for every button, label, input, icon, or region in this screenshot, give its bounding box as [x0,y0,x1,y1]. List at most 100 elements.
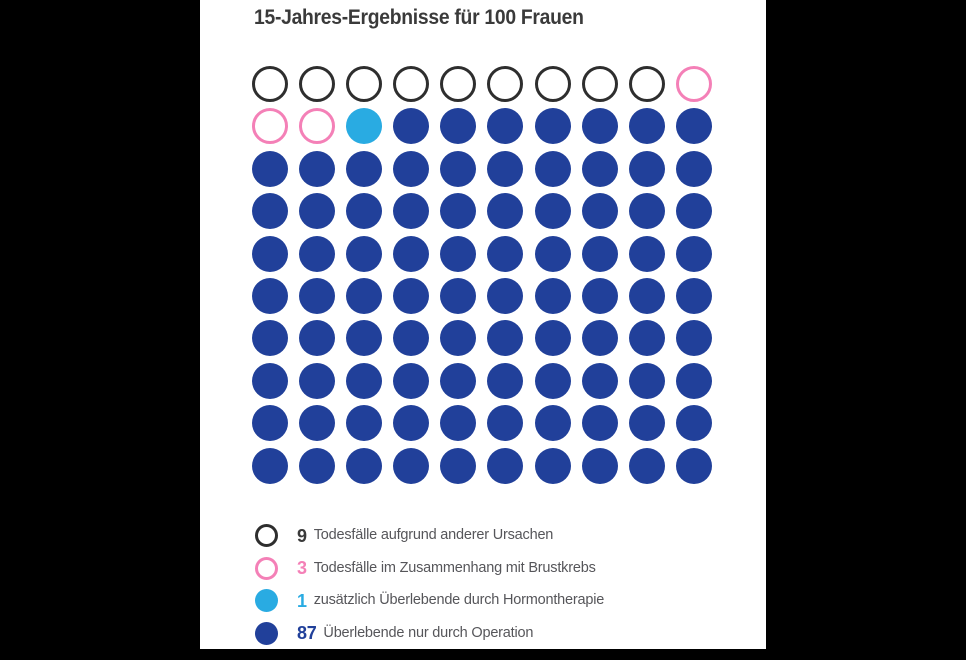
grid-dot-surgery_survivor [487,235,524,272]
grid-dot-surgery_survivor [581,277,618,314]
grid-dot-surgery_survivor [440,235,477,272]
grid-dot-surgery_survivor [628,447,665,484]
grid-dot-surgery_survivor [299,447,336,484]
grid-dot-surgery_survivor [393,108,430,145]
grid-dot-surgery_survivor [487,108,524,145]
grid-dot-surgery_survivor [393,447,430,484]
grid-dot-surgery_survivor [581,405,618,442]
legend-swatch-other_death [255,524,278,547]
legend-count: 9 [297,525,307,546]
grid-dot-hormone_survivor [346,108,383,145]
grid-dot-surgery_survivor [675,362,712,399]
grid-dot-surgery_survivor [393,193,430,230]
grid-dot-surgery_survivor [487,405,524,442]
grid-dot-surgery_survivor [534,193,571,230]
legend-swatch-surgery_survivor [255,621,278,645]
grid-dot-surgery_survivor [534,108,571,145]
grid-dot-other_death [252,66,288,102]
grid-dot-surgery_survivor [440,405,477,442]
grid-dot-surgery_survivor [534,405,571,442]
grid-dot-surgery_survivor [628,362,665,399]
legend-count: 3 [297,558,307,579]
grid-dot-surgery_survivor [252,150,288,187]
grid-dot-surgery_survivor [581,447,618,484]
grid-dot-other_death [581,66,618,102]
chart-title: 15-Jahres-Ergebnisse für 100 Frauen [254,5,612,30]
grid-dot-surgery_survivor [346,320,383,357]
grid-dot-surgery_survivor [534,235,571,272]
grid-dot-surgery_survivor [534,447,571,484]
grid-dot-other_death [628,66,665,102]
grid-dot-surgery_survivor [252,405,288,442]
legend-swatch-breast_cancer_death [255,556,278,580]
grid-dot-surgery_survivor [299,235,336,272]
grid-dot-surgery_survivor [675,108,712,145]
grid-dot-surgery_survivor [346,447,383,484]
grid-dot-surgery_survivor [581,193,618,230]
legend-label: Todesfälle im Zusammenhang mit Brustkreb… [313,559,596,576]
grid-dot-surgery_survivor [487,193,524,230]
grid-dot-surgery_survivor [675,447,712,484]
grid-dot-surgery_survivor [440,447,477,484]
legend-item: 3 Todesfälle im Zusammenhang mit Brustkre… [255,556,604,580]
grid-dot-breast_cancer_death [299,108,336,145]
grid-dot-surgery_survivor [581,235,618,272]
grid-dot-surgery_survivor [393,320,430,357]
grid-dot-surgery_survivor [628,235,665,272]
grid-dot-surgery_survivor [628,193,665,230]
grid-dot-other_death [534,66,571,102]
grid-dot-breast_cancer_death [252,108,288,145]
grid-dot-other_death [299,66,336,102]
grid-dot-surgery_survivor [675,277,712,314]
grid-dot-surgery_survivor [299,193,336,230]
grid-dot-surgery_survivor [628,108,665,145]
grid-dot-surgery_survivor [252,320,288,357]
grid-dot-other_death [346,66,383,102]
grid-dot-surgery_survivor [440,193,477,230]
grid-dot-surgery_survivor [628,405,665,442]
grid-dot-other_death [487,66,524,102]
chart-title-text: 15-Jahres-Ergebnisse für 100 Frauen [254,6,584,29]
grid-dot-surgery_survivor [440,108,477,145]
legend-swatch-hormone_survivor [255,589,278,613]
legend-label: Todesfälle aufgrund anderer Ursachen [313,527,554,544]
grid-dot-surgery_survivor [393,150,430,187]
grid-dot-surgery_survivor [581,362,618,399]
grid-dot-surgery_survivor [346,277,383,314]
legend-item: 9 Todesfälle aufgrund anderer Ursachen [255,524,604,547]
grid-dot-surgery_survivor [487,277,524,314]
grid-dot-surgery_survivor [675,193,712,230]
grid-dot-surgery_survivor [440,277,477,314]
grid-dot-surgery_survivor [252,193,288,230]
grid-dot-surgery_survivor [393,277,430,314]
grid-dot-surgery_survivor [487,150,524,187]
grid-dot-surgery_survivor [299,320,336,357]
grid-dot-surgery_survivor [675,405,712,442]
grid-dot-surgery_survivor [440,320,477,357]
grid-dot-surgery_survivor [675,320,712,357]
grid-dot-breast_cancer_death [675,66,712,102]
grid-dot-surgery_survivor [346,405,383,442]
grid-dot-surgery_survivor [487,362,524,399]
grid-dot-surgery_survivor [534,320,571,357]
grid-dot-surgery_survivor [299,362,336,399]
grid-dot-surgery_survivor [346,235,383,272]
grid-dot-surgery_survivor [252,277,288,314]
grid-dot-surgery_survivor [628,150,665,187]
grid-dot-surgery_survivor [581,108,618,145]
legend-label: Überlebende nur durch Operation [323,625,534,642]
grid-dot-surgery_survivor [487,320,524,357]
content-panel: 15-Jahres-Ergebnisse für 100 Frauen 9 Tod… [200,0,766,649]
legend-count: 87 [297,623,317,644]
grid-dot-surgery_survivor [440,150,477,187]
grid-dot-surgery_survivor [252,235,288,272]
legend: 9 Todesfälle aufgrund anderer Ursachen 3 To… [255,524,604,654]
grid-dot-other_death [393,66,430,102]
grid-dot-surgery_survivor [346,362,383,399]
grid-dot-surgery_survivor [346,193,383,230]
grid-dot-surgery_survivor [299,277,336,314]
grid-dot-surgery_survivor [487,447,524,484]
grid-dot-surgery_survivor [393,362,430,399]
grid-dot-surgery_survivor [252,362,288,399]
